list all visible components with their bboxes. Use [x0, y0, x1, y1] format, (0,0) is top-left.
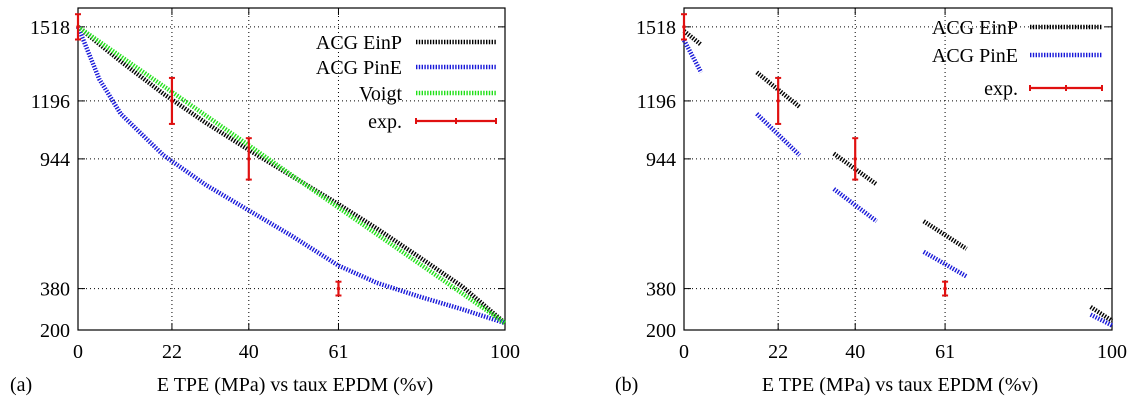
- x-tick-label: 40: [845, 341, 865, 363]
- series-exp: [681, 13, 949, 297]
- legend-label: exp.: [984, 78, 1018, 100]
- legend-label: ACG EinP: [932, 17, 1018, 39]
- y-tick-label: 380: [40, 279, 70, 301]
- plot-frame: [77, 7, 506, 331]
- data-point: [853, 157, 857, 161]
- series-segment: [832, 187, 878, 224]
- series-acg-pine: [682, 39, 1114, 328]
- x-tick-label: 61: [328, 341, 348, 363]
- x-axis-label: E TPE (MPa) vs taux EPDM (%v): [762, 374, 1038, 396]
- y-tick-label: 1518: [30, 17, 70, 39]
- x-tick-label: 0: [73, 341, 83, 363]
- data-point: [776, 99, 780, 103]
- y-tick-label: 200: [40, 320, 70, 342]
- series-segment: [755, 70, 801, 109]
- y-tick-label: 1196: [637, 91, 676, 113]
- series-segment: [682, 29, 703, 47]
- data-point: [943, 286, 947, 291]
- x-tick-label: 61: [935, 341, 955, 363]
- x-axis-label: E TPE (MPa) vs taux EPDM (%v): [157, 374, 433, 396]
- legend: ACG EinP ACG PinE Voigt exp.: [316, 32, 497, 133]
- y-tick-label: 380: [646, 279, 676, 301]
- y-tick-label: 1196: [31, 91, 70, 113]
- legend-label: Voigt: [359, 83, 402, 105]
- data-point: [76, 25, 80, 29]
- legend: ACG EinP ACG PinE exp.: [932, 17, 1103, 100]
- legend-label: ACG EinP: [316, 32, 402, 54]
- legend-label: ACG PinE: [932, 45, 1018, 67]
- y-tick-label: 944: [646, 149, 676, 171]
- legend-label: exp.: [368, 111, 402, 133]
- data-point: [247, 157, 251, 161]
- series-exp: [75, 13, 342, 297]
- series-acg-einp: [76, 25, 507, 325]
- x-tick-label: 22: [768, 341, 788, 363]
- x-tick-label: 100: [1097, 341, 1127, 363]
- y-tick-label: 944: [40, 149, 70, 171]
- series-segment: [922, 219, 968, 251]
- x-tick-label: 100: [490, 341, 520, 363]
- panel-label: (b): [615, 374, 638, 396]
- y-tick-label: 200: [646, 320, 676, 342]
- series-acg-einp: [682, 29, 1114, 323]
- series-voigt: [76, 25, 507, 325]
- data-point: [336, 286, 341, 291]
- series-segment: [682, 39, 704, 74]
- series-segment: [1089, 312, 1114, 328]
- y-tick-label: 1518: [636, 17, 676, 39]
- legend-label: ACG PinE: [316, 57, 402, 79]
- x-tick-label: 22: [162, 341, 182, 363]
- chart-panel-2: 200 380 944 1196 1518 0 22 40 61 100 (b) E TPE (MPa…: [615, 7, 1127, 396]
- chart-panel-1: 200 380 944 1196 1518 0 22 40 61 100 (a) E TPE (MPa…: [10, 7, 520, 396]
- plot-frame: [683, 7, 1113, 331]
- x-tick-label: 40: [239, 341, 259, 363]
- series-acg-pine: [75, 26, 506, 326]
- x-tick-label: 0: [679, 341, 689, 363]
- series-line: [75, 26, 506, 326]
- series-line: [76, 25, 507, 325]
- series-line: [76, 25, 507, 325]
- data-point: [170, 99, 174, 103]
- panel-label: (a): [10, 374, 32, 396]
- data-point: [682, 25, 686, 29]
